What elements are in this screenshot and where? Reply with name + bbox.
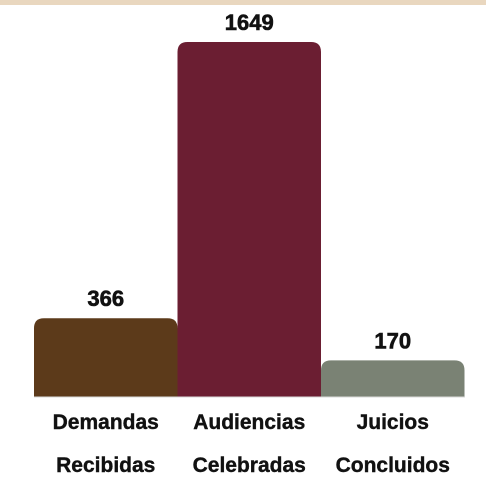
top-band: [0, 0, 486, 5]
bar-0: [34, 318, 178, 397]
category-labels-layer: Demandas Recibidas Audiencias Celebradas Jui…: [52, 411, 450, 477]
category-label-2-line-0: Juicios: [357, 411, 429, 434]
category-label-1: Audiencias Celebradas: [193, 411, 306, 477]
bar-value-label-1: 1649: [225, 10, 274, 35]
category-label-2: Juicios Concluidos: [336, 411, 450, 477]
category-label-0-line-0: Demandas: [53, 411, 159, 434]
category-label-2-line-1: Concluidos: [336, 454, 450, 477]
labels-layer: 366 1649 170: [87, 10, 411, 354]
category-label-0: Demandas Recibidas: [53, 411, 159, 477]
bar-2: [321, 360, 465, 397]
bar-value-label-2: 170: [374, 328, 411, 353]
category-label-1-line-1: Celebradas: [193, 454, 306, 477]
category-label-1-line-0: Audiencias: [193, 411, 305, 434]
bar-1: [177, 42, 321, 397]
category-label-0-line-1: Recibidas: [56, 454, 155, 477]
bars-layer: [34, 42, 465, 397]
bar-value-label-0: 366: [87, 286, 124, 311]
